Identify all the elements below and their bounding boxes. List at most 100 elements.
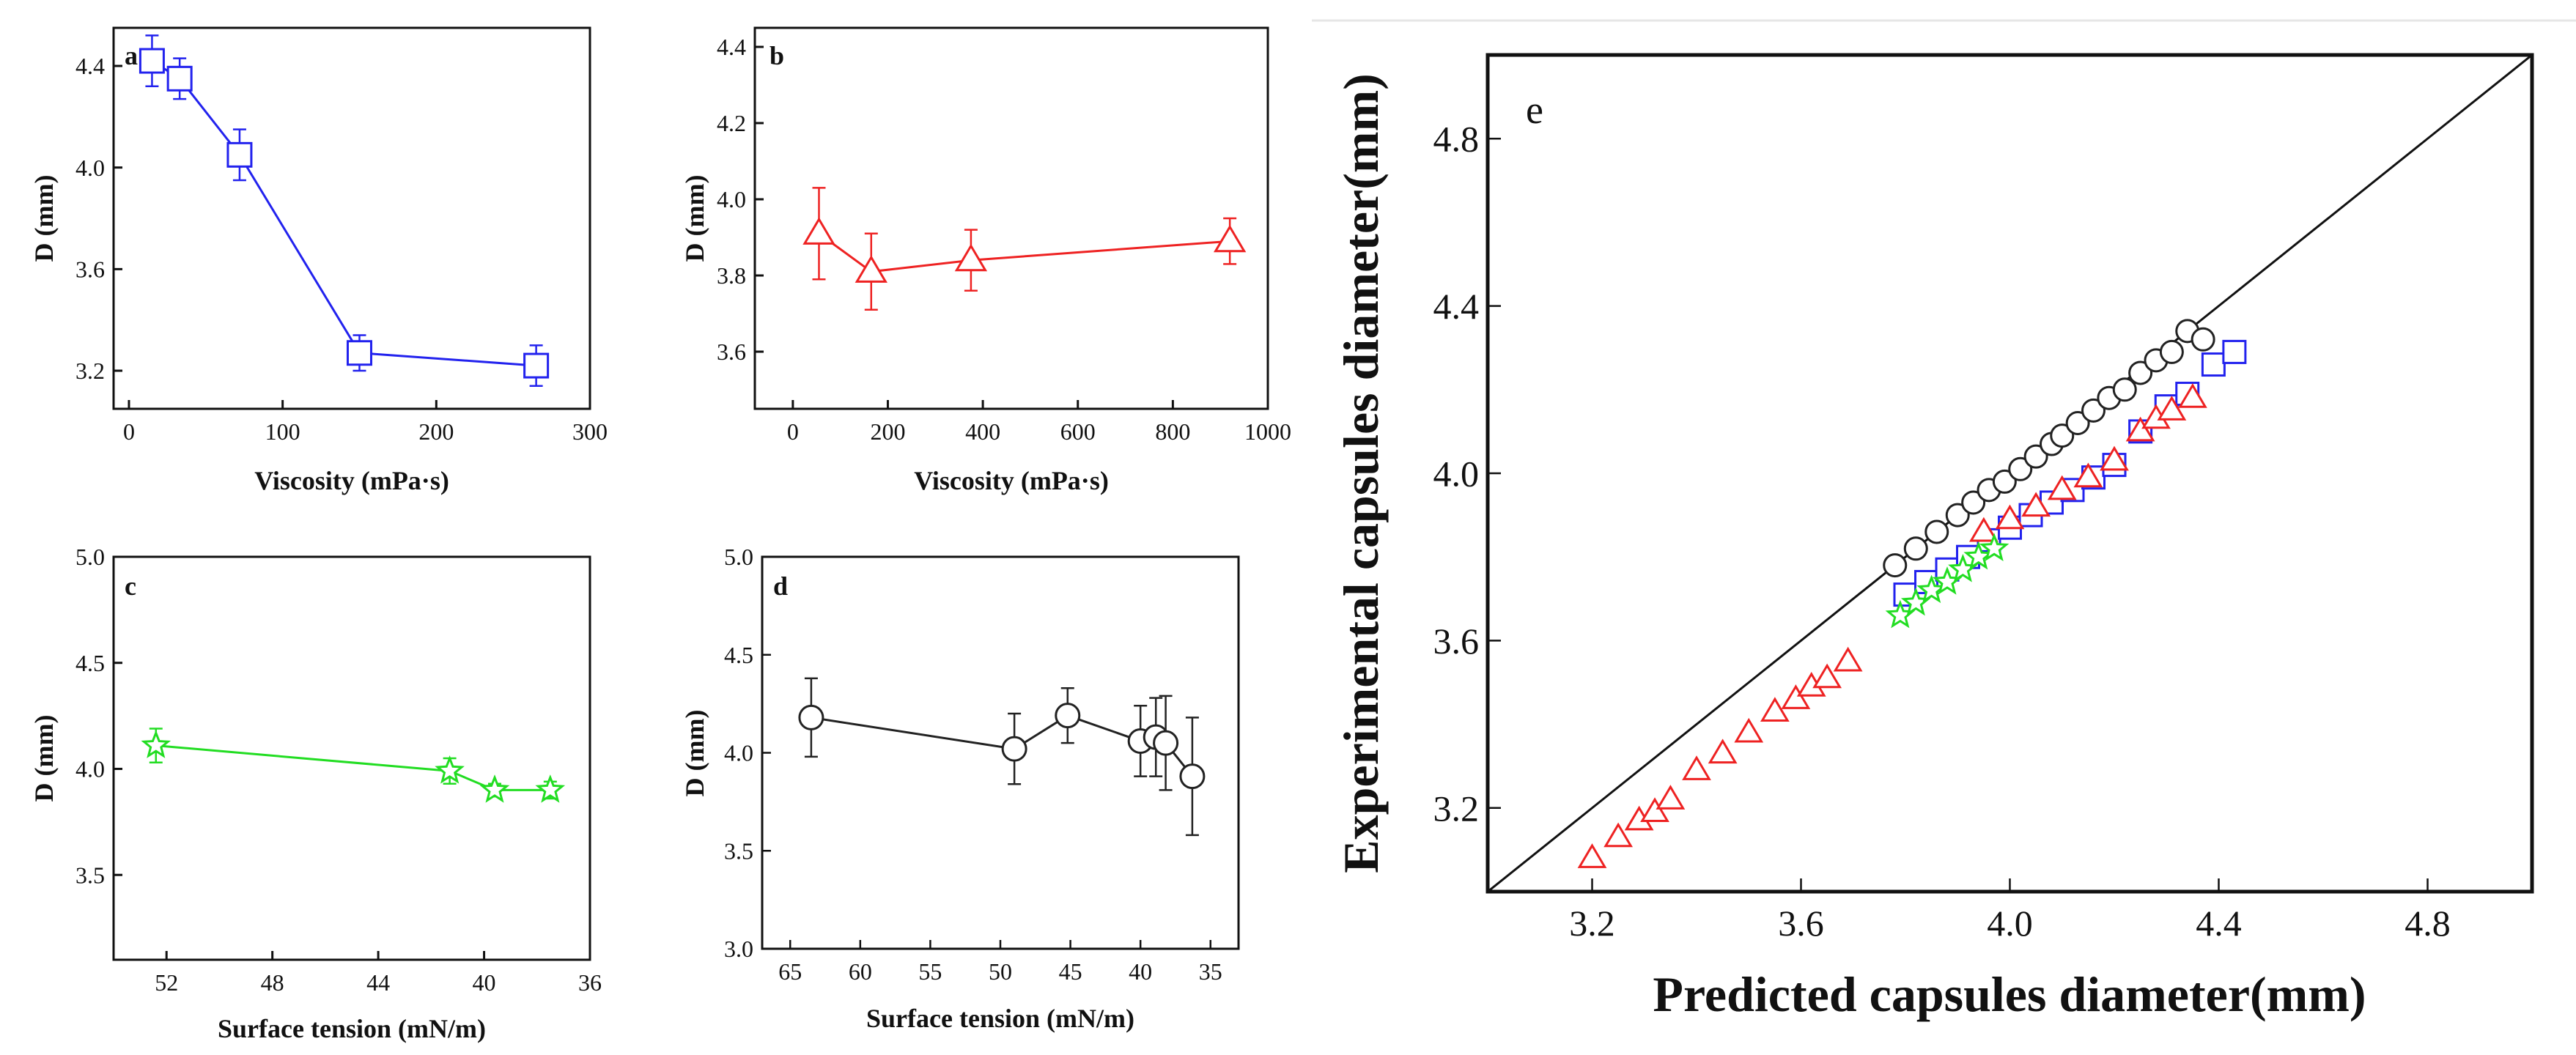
panel-d: 65 60 55 50 45 40 35 3.0 3.5 4.0 4.5 5.0 d Surface … [680, 544, 1240, 1033]
x-tick-label: 800 [1155, 418, 1190, 445]
data-point-triangle [1708, 738, 1738, 764]
x-tick-label: 200 [870, 418, 905, 445]
x-tick-label: 0 [787, 418, 799, 445]
data-point-square [2222, 339, 2247, 364]
x-tick-label: 50 [989, 958, 1012, 985]
data-point-circle [1153, 730, 1179, 756]
x-tick-label: 3.2 [1569, 903, 1615, 944]
x-tick-label: 4.8 [2405, 903, 2451, 944]
y-tick-label: 4.5 [724, 642, 753, 668]
data-point-circle [1055, 703, 1081, 729]
x-tick-label: 52 [155, 969, 178, 996]
panel-label: b [770, 41, 784, 70]
x-tick-label: 45 [1059, 958, 1082, 985]
data-point-triangle [1968, 517, 1999, 542]
data-point-square [523, 352, 550, 379]
data-point-triangle [1640, 797, 1669, 823]
plot-frame [112, 555, 591, 961]
y-tick-label: 3.5 [75, 862, 105, 888]
x-tick-label: 36 [578, 969, 602, 996]
data-point-circle [2023, 444, 2048, 469]
x-tick-label: 600 [1060, 418, 1096, 445]
plot-frame [112, 26, 591, 410]
panel-label: a [125, 41, 138, 70]
y-tick-label: 3.2 [75, 358, 105, 384]
y-axis-label: D (mm) [680, 710, 709, 797]
y-tick-label: 4.5 [75, 650, 105, 676]
panel-c: 52 48 44 40 36 3.5 4.0 4.5 5.0 c Surface tension… [29, 544, 602, 1043]
data-point-triangle [1682, 755, 1711, 780]
y-tick-label: 4.0 [1433, 454, 1480, 495]
data-point-triangle [2047, 475, 2077, 500]
series-line [151, 59, 536, 367]
y-axis-label: Experimental capsules diameter(mm) [1333, 73, 1389, 873]
data-point-circle [2008, 456, 2033, 481]
data-point-circle [1903, 536, 1928, 561]
plot-frame [753, 26, 1269, 410]
data-point-triangle [855, 255, 887, 283]
y-tick-label: 3.8 [717, 262, 746, 289]
data-point-star [141, 730, 171, 758]
x-tick-label: 1000 [1244, 418, 1291, 445]
x-tick-label: 100 [265, 418, 300, 445]
data-point-triangle [1760, 697, 1790, 722]
data-point-circle [2191, 327, 2215, 352]
data-point-triangle [1656, 785, 1686, 810]
data-point-circle [1883, 553, 1908, 578]
panel-label: d [773, 571, 788, 601]
series-line [155, 744, 550, 791]
y-tick-label: 3.0 [724, 936, 753, 962]
data-point-triangle [954, 243, 988, 272]
y-axis-label: D (mm) [29, 715, 59, 802]
data-point-star [435, 755, 465, 784]
x-tick-label: 4.4 [2196, 903, 2242, 944]
x-tick-label: 65 [778, 958, 802, 985]
data-point-circle [1924, 519, 1949, 544]
panel-b: 0 200 400 600 800 1000 3.6 3.8 4.0 4.2 4.4 b Visco… [680, 26, 1291, 495]
x-axis-label: Surface tension (mN/m) [866, 1004, 1134, 1033]
y-tick-label: 3.6 [75, 256, 105, 283]
x-axis-label: Viscosity (mPa·s) [254, 466, 449, 495]
y-tick-label: 4.8 [1433, 119, 1480, 160]
data-point-circle [2128, 360, 2153, 385]
x-axis-label: Viscosity (mPa·s) [914, 466, 1109, 495]
x-tick-label: 4.0 [1987, 903, 2033, 944]
x-tick-label: 40 [1129, 958, 1152, 985]
data-point-star [479, 774, 510, 803]
data-point-circle [2050, 423, 2075, 448]
x-tick-label: 400 [965, 418, 1000, 445]
data-point-triangle [2073, 462, 2103, 488]
x-tick-label: 60 [849, 958, 872, 985]
data-point-star [1979, 533, 2009, 561]
data-point-triangle [1603, 822, 1634, 848]
data-point-circle [798, 704, 824, 730]
data-point-star [535, 774, 566, 803]
y-axis-label: D (mm) [680, 175, 709, 262]
data-point-triangle [1734, 717, 1764, 743]
data-point-square [139, 48, 165, 74]
data-point-square [226, 141, 253, 168]
data-point-circle [1992, 469, 2017, 494]
data-point-circle [1001, 736, 1027, 762]
data-point-triangle [2100, 445, 2129, 471]
y-tick-label: 3.6 [717, 338, 746, 365]
x-axis-label: Predicted capsules diameter(mm) [1653, 966, 2366, 1022]
data-point-triangle [2125, 416, 2155, 442]
data-point-triangle [2177, 383, 2207, 408]
x-tick-label: 48 [261, 969, 284, 996]
data-point-circle [1945, 503, 1970, 528]
panel-e: 3.2 3.6 4.0 4.4 4.8 3.2 3.6 4.0 4.4 4.8 e Predict… [1333, 53, 2534, 1022]
data-point-triangle [802, 217, 835, 245]
data-point-circle [2159, 339, 2184, 364]
y-tick-label: 3.2 [1433, 788, 1480, 829]
y-tick-label: 3.6 [1433, 621, 1480, 662]
y-tick-label: 5.0 [75, 544, 105, 570]
data-point-triangle [1577, 843, 1607, 868]
y-axis-label: D (mm) [29, 175, 59, 262]
data-point-triangle [2021, 492, 2051, 517]
data-point-triangle [1213, 224, 1247, 253]
y-tick-label: 4.0 [75, 756, 105, 782]
data-point-circle [2081, 398, 2106, 423]
y-tick-label: 4.2 [717, 110, 746, 136]
